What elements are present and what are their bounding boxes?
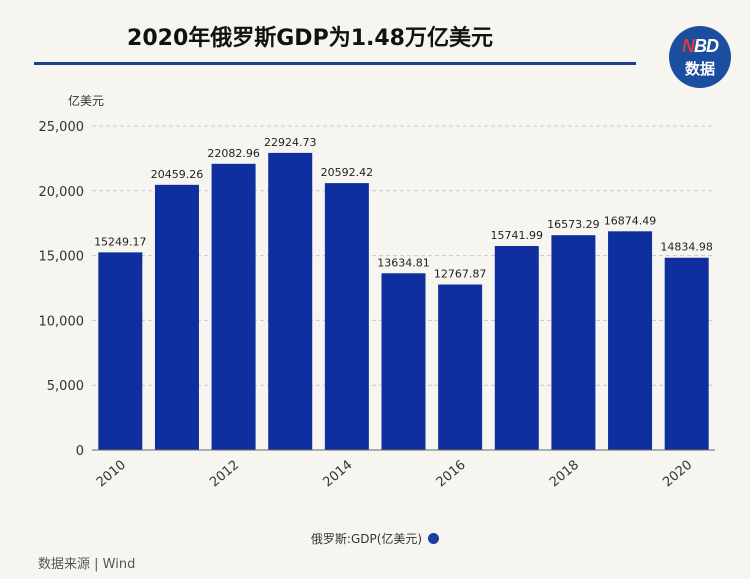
data-label: 16573.29 — [547, 218, 600, 231]
x-tick-label: 2012 — [207, 458, 242, 491]
data-label: 13634.81 — [377, 256, 430, 269]
legend: 俄罗斯:GDP(亿美元) — [0, 530, 750, 547]
bar — [438, 284, 483, 450]
bar — [98, 252, 143, 450]
x-axis-ticks: 2010 2012 2014 2016 2018 2020 — [94, 458, 695, 491]
data-label: 16874.49 — [604, 214, 657, 227]
data-label: 22924.73 — [264, 136, 317, 149]
bar — [268, 152, 313, 450]
legend-label: 俄罗斯:GDP(亿美元) — [310, 532, 423, 546]
bar — [211, 163, 256, 450]
data-label: 12767.87 — [434, 268, 487, 281]
y-tick-label: 5,000 — [47, 379, 84, 394]
y-tick-label: 20,000 — [39, 185, 85, 200]
x-tick-label: 2014 — [320, 458, 355, 491]
y-axis-unit: 亿美元 — [68, 93, 104, 108]
bar — [664, 257, 709, 450]
bar — [608, 231, 653, 450]
y-tick-label: 25,000 — [39, 120, 85, 135]
legend-swatch — [428, 533, 440, 544]
x-tick-label: 2010 — [94, 458, 129, 491]
logo-text: NBD — [682, 36, 719, 56]
data-source: 数据来源 | Wind — [38, 557, 136, 572]
x-tick-label: 2018 — [547, 458, 582, 491]
y-axis-ticks: 0 5,000 10,000 15,000 20,000 25,000 — [39, 120, 85, 459]
data-label: 15249.17 — [94, 235, 147, 248]
y-tick-label: 0 — [76, 444, 84, 459]
y-tick-label: 15,000 — [39, 250, 85, 265]
chart-title: 2020年俄罗斯GDP为1.48万亿美元 — [127, 26, 493, 51]
logo-subtext: 数据 — [684, 60, 715, 78]
y-tick-label: 10,000 — [39, 314, 85, 329]
data-label: 22082.96 — [207, 147, 260, 160]
title-underline — [34, 62, 636, 65]
bar — [494, 245, 539, 450]
data-label: 15741.99 — [491, 229, 544, 242]
bars — [98, 152, 709, 450]
bar — [381, 273, 426, 450]
x-tick-label: 2020 — [660, 458, 695, 491]
x-tick-label: 2016 — [434, 458, 469, 491]
bar — [324, 183, 369, 450]
data-label: 14834.98 — [660, 241, 713, 254]
bar — [154, 184, 199, 450]
bar — [551, 235, 596, 450]
nbd-logo: NBD 数据 — [669, 26, 731, 88]
data-label: 20459.26 — [151, 168, 204, 181]
data-label: 20592.42 — [321, 166, 374, 179]
